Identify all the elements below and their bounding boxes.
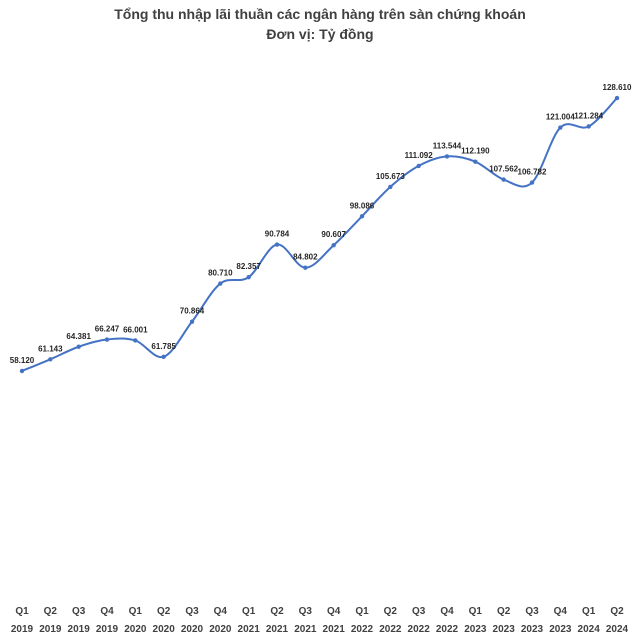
x-tick-quarter: Q1: [242, 606, 256, 617]
x-tick-year: 2019: [68, 624, 91, 635]
data-label: 66.001: [123, 325, 148, 334]
x-tick-year: 2019: [96, 624, 119, 635]
data-label: 128.610: [603, 83, 632, 92]
x-tick-quarter: Q2: [44, 606, 58, 617]
data-point: [416, 163, 421, 169]
data-point: [614, 95, 620, 101]
x-tick-quarter: Q4: [214, 606, 228, 617]
data-point: [133, 338, 138, 343]
x-tick-year: 2022: [351, 624, 374, 635]
data-point: [331, 243, 336, 248]
data-label: 121.004: [546, 113, 575, 122]
x-tick-year: 2021: [323, 624, 346, 635]
x-tick-year: 2022: [379, 624, 402, 635]
x-tick-year: 2019: [11, 624, 34, 635]
x-tick-year: 2020: [153, 624, 176, 635]
x-tick-quarter: Q3: [185, 606, 199, 617]
data-label: 107.562: [489, 165, 518, 174]
data-label: 98.086: [350, 201, 375, 210]
data-point: [303, 265, 308, 270]
data-label: 105.673: [376, 172, 405, 181]
data-point: [359, 214, 365, 219]
data-point: [586, 124, 591, 129]
data-label: 112.190: [461, 147, 490, 156]
data-label: 80.710: [208, 269, 233, 278]
x-tick-year: 2020: [181, 624, 204, 635]
x-tick-year: 2023: [464, 624, 487, 635]
series-line: [21, 97, 618, 372]
x-tick-year: 2024: [578, 624, 601, 635]
data-label: 111.092: [405, 151, 434, 160]
data-point: [104, 337, 110, 342]
data-label: 113.544: [433, 141, 462, 150]
data-point: [274, 242, 280, 247]
data-label: 61.143: [38, 344, 63, 353]
x-tick-year: 2023: [549, 624, 572, 635]
data-point: [529, 180, 535, 185]
data-label: 82.357: [236, 262, 261, 271]
x-tick-quarter: Q2: [497, 606, 511, 617]
x-tick-quarter: Q1: [355, 606, 369, 617]
data-label: 121.284: [574, 111, 603, 120]
x-tick-year: 2020: [124, 624, 147, 635]
data-point: [473, 159, 478, 164]
data-label: 90.784: [265, 230, 290, 239]
x-tick-year: 2024: [606, 624, 629, 635]
data-label: 106.782: [518, 168, 547, 177]
x-tick-year: 2021: [238, 624, 261, 635]
data-point: [388, 184, 393, 190]
x-tick-quarter: Q1: [582, 606, 596, 617]
x-tick-quarter: Q4: [327, 606, 341, 617]
x-tick-quarter: Q3: [412, 606, 426, 617]
x-tick-quarter: Q2: [610, 606, 624, 617]
data-point: [444, 154, 450, 159]
data-point: [76, 344, 81, 349]
x-tick-quarter: Q1: [129, 606, 143, 617]
x-tick-year: 2019: [39, 624, 62, 635]
x-tick-quarter: Q3: [525, 606, 539, 617]
data-point: [161, 354, 166, 360]
x-tick-year: 2022: [408, 624, 431, 635]
x-tick-year: 2022: [436, 624, 459, 635]
x-tick-year: 2021: [266, 624, 289, 635]
data-label: 90.607: [321, 230, 346, 239]
data-point: [501, 177, 506, 182]
x-tick-year: 2021: [294, 624, 317, 635]
x-tick-quarter: Q4: [554, 606, 568, 617]
x-tick-quarter: Q4: [100, 606, 114, 617]
data-label: 61.785: [151, 342, 176, 351]
x-tick-quarter: Q4: [440, 606, 454, 617]
x-tick-year: 2023: [521, 624, 544, 635]
x-tick-quarter: Q3: [299, 606, 313, 617]
x-tick-quarter: Q2: [270, 606, 284, 617]
x-tick-quarter: Q1: [15, 606, 29, 617]
x-tick-quarter: Q2: [384, 606, 398, 617]
data-point: [246, 274, 251, 280]
chart-subtitle: Đơn vị: Tỷ đồng: [266, 26, 374, 42]
x-tick-year: 2023: [493, 624, 516, 635]
x-tick-year: 2020: [209, 624, 232, 635]
data-point: [19, 368, 25, 374]
x-tick-quarter: Q1: [469, 606, 483, 617]
data-label: 70.864: [180, 307, 205, 316]
data-point: [218, 281, 223, 286]
data-label: 58.120: [10, 356, 35, 365]
x-tick-quarter: Q2: [157, 606, 171, 617]
data-point: [558, 125, 563, 130]
data-label: 66.247: [95, 325, 120, 334]
data-point: [189, 319, 195, 324]
data-label: 84.802: [293, 253, 318, 262]
chart-title: Tổng thu nhập lãi thuần các ngân hàng tr…: [114, 6, 526, 22]
data-point: [48, 357, 53, 362]
x-tick-quarter: Q3: [72, 606, 86, 617]
data-label: 64.381: [66, 332, 91, 341]
